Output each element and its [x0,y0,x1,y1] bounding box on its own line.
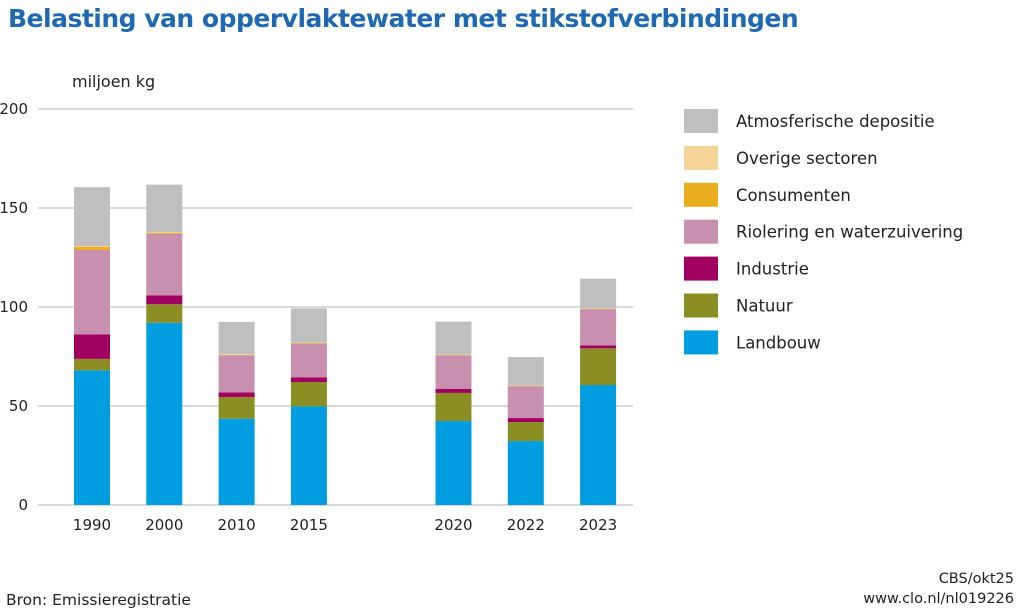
credit: CBS/okt25 www.clo.nl/nl019226 [863,569,1014,609]
chart-title: Belasting van oppervlaktewater met stiks… [8,4,799,33]
source-note: Bron: Emissieregistratie [6,591,191,609]
bar-segment-riolering-en-waterzuivering [290,343,327,378]
x-tick-label: 2015 [290,516,328,534]
legend-label: Riolering en waterzuivering [736,223,963,242]
x-tick-label: 2023 [579,516,617,534]
legend-swatch [684,293,718,318]
legend-label: Consumenten [736,186,851,205]
bar-segment-consumenten [146,232,183,234]
legend-swatch [684,256,718,281]
bar-segment-atmosferische-depositie [580,278,617,309]
bar-segment-riolering-en-waterzuivering [580,309,617,346]
bar-segment-atmosferische-depositie [435,321,472,355]
bar-segment-atmosferische-depositie [290,308,327,343]
bar-segment-atmosferische-depositie [507,357,544,386]
legend-label: Overige sectoren [736,149,878,168]
bar-segment-riolering-en-waterzuivering [435,355,472,389]
legend-label: Natuur [736,297,793,316]
bar-segment-atmosferische-depositie [146,184,183,233]
y-tick-label: 50 [9,397,28,415]
credit-url[interactable]: www.clo.nl/nl019226 [863,591,1014,607]
bar-segment-industrie [146,295,183,305]
x-tick-label: 1990 [73,516,111,534]
bar-segment-riolering-en-waterzuivering [74,249,110,335]
bar-segment-industrie [435,388,472,393]
legend-swatch [684,145,718,170]
bar-segment-industrie [218,392,255,398]
bar-segment-landbouw [146,322,183,505]
bar-segment-overige-sectoren [74,246,110,248]
bar-segment-natuur [74,358,110,371]
bar-segment-industrie [580,345,617,349]
legend-swatch [684,219,718,244]
bar-segment-natuur [580,348,617,386]
bar-segment-consumenten [74,247,110,250]
bar-segment-natuur [290,382,327,407]
bar-segment-landbouw [507,441,544,505]
legend-label: Atmosferische depositie [736,112,935,131]
x-tick-label: 2000 [145,516,183,534]
legend-swatch [684,109,718,133]
bar-segment-landbouw [74,370,110,505]
bar-segment-natuur [218,397,255,419]
bar-segment-landbouw [290,406,327,505]
bar-segment-natuur [507,422,544,442]
bar-segment-landbouw [435,421,472,505]
bar-segment-landbouw [580,385,617,505]
bar-segment-landbouw [218,418,255,505]
bar-segment-natuur [435,392,472,422]
bar-segment-industrie [74,334,110,359]
y-tick-label: 100 [0,298,28,316]
bar-segment-riolering-en-waterzuivering [146,233,183,296]
y-axis-label: miljoen kg [72,72,156,91]
bar-segment-riolering-en-waterzuivering [218,355,255,393]
bar-segment-consumenten [290,343,327,344]
bar-segment-atmosferische-depositie [218,321,255,355]
bar-segment-industrie [507,418,544,423]
legend-swatch [684,330,718,355]
bar-segment-riolering-en-waterzuivering [507,386,544,419]
bar-segment-industrie [290,377,327,383]
legend-swatch [684,182,718,207]
credit-date: CBS/okt25 [938,571,1014,587]
legend-label: Landbouw [736,333,821,352]
y-tick-label: 200 [0,100,28,118]
legend-label: Industrie [736,260,809,279]
bar-segment-natuur [146,304,183,323]
y-tick-label: 0 [18,496,28,514]
bar-segment-consumenten [218,354,255,356]
x-tick-label: 2010 [218,516,256,534]
y-tick-label: 150 [0,199,28,217]
bar-segment-atmosferische-depositie [74,187,110,247]
x-tick-label: 2020 [434,516,472,534]
x-tick-label: 2022 [507,516,545,534]
